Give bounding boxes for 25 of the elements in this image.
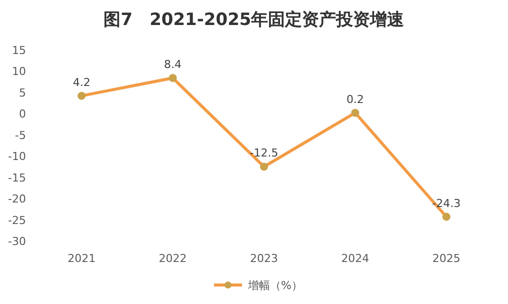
y-tick-label: -25 bbox=[8, 214, 26, 227]
data-label: 8.4 bbox=[164, 58, 182, 72]
y-tick-label: 15 bbox=[12, 44, 26, 57]
chart-title: 图7 2021-2025年固定资产投资增速 bbox=[104, 10, 404, 30]
point bbox=[168, 74, 177, 82]
point bbox=[260, 162, 268, 171]
y-tick-label: -10 bbox=[8, 150, 26, 164]
y-tick-label: -20 bbox=[8, 192, 26, 206]
data-label: 4.2 bbox=[72, 76, 90, 89]
x-tick-label: 2021 bbox=[68, 252, 96, 265]
point bbox=[78, 92, 86, 100]
point bbox=[442, 212, 450, 221]
x-tick-label: 2023 bbox=[250, 252, 278, 265]
y-tick-label: 10 bbox=[12, 65, 26, 78]
x-tick-label: 2024 bbox=[341, 252, 370, 265]
y-tick-label: -5 bbox=[15, 128, 26, 142]
y-tick-label: 0 bbox=[19, 108, 26, 121]
x-tick-label: 2025 bbox=[432, 252, 460, 265]
y-tick-label: 5 bbox=[19, 86, 26, 100]
legend-label: 增幅（%） bbox=[247, 279, 302, 292]
x-tick-label: 2022 bbox=[158, 252, 187, 265]
point bbox=[351, 108, 360, 117]
y-tick-label: -30 bbox=[8, 235, 26, 248]
data-label: 0.2 bbox=[346, 92, 364, 106]
y-tick-label: -15 bbox=[8, 171, 26, 184]
